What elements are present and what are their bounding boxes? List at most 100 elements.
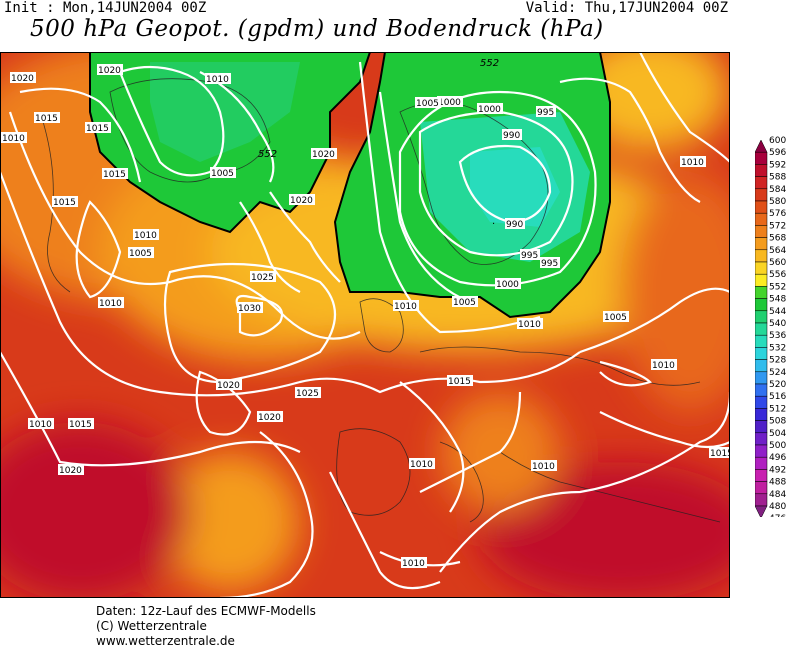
valid-time: Valid: Thu,17JUN2004 00Z [525, 0, 728, 16]
isobar-label: 1010 [206, 75, 229, 85]
isobar-label: 1010 [532, 462, 555, 472]
legend-label: 516 [769, 392, 786, 402]
isobars [0, 52, 730, 598]
init-time: Init : Mon,14JUN2004 00Z [4, 0, 207, 16]
legend-label: 584 [769, 185, 786, 195]
color-legend: 600 596 592 588 584 580 576 572 568 564 560 556 552 5… [755, 136, 786, 517]
legend-label: 528 [769, 356, 786, 366]
legend-swatch [755, 139, 768, 153]
isobar-label: 1015 [35, 114, 58, 124]
isobar-label: 1015 [53, 198, 76, 208]
isobar-label: 1015 [710, 449, 730, 459]
isobar-label-box [205, 73, 231, 84]
legend-swatch [755, 249, 768, 263]
legend-label: 580 [769, 197, 786, 207]
isobar-label: 1015 [86, 124, 109, 134]
legend-swatch [755, 334, 768, 348]
isobar-label: 1010 [402, 559, 425, 569]
footer-line-1: Daten: 12z-Lauf des ECMWF-Modells [96, 604, 316, 618]
isobar-label: 1020 [290, 196, 313, 206]
legend-swatch [755, 176, 768, 190]
isobar-label: 995 [537, 108, 554, 118]
isobar-label: 1005 [416, 99, 439, 109]
isobar-label-box [257, 411, 283, 422]
legend-swatch [755, 310, 768, 324]
isobar-label-box [250, 271, 276, 282]
isobar-label: 990 [503, 131, 520, 141]
legend-swatch [755, 395, 768, 409]
isobar-label-box [58, 464, 84, 475]
legend-label: 540 [769, 319, 786, 329]
isobar-label-box [520, 249, 540, 260]
isobar-label-box [447, 375, 473, 386]
legend-swatch [755, 298, 768, 312]
legend-label: 564 [769, 246, 786, 256]
legend-label: 600 [769, 136, 786, 146]
legend-label: 524 [769, 368, 786, 378]
legend-label: 588 [769, 173, 786, 183]
isobar-label: 1020 [312, 150, 335, 160]
isobar-label: 1030 [238, 304, 261, 314]
isobar-label-box [603, 311, 629, 322]
isobar-label: 1020 [11, 74, 34, 84]
legend-label: 512 [769, 404, 786, 414]
legend-swatch [755, 237, 768, 251]
isobar-label: 1010 [681, 158, 704, 168]
isobar-label: 1020 [217, 381, 240, 391]
legend-swatch [755, 212, 768, 226]
legend-label: 520 [769, 380, 786, 390]
legend-swatch [755, 444, 768, 458]
isobar-label-box [85, 122, 111, 133]
isobar-label-box [495, 278, 521, 289]
legend-swatch [755, 286, 768, 299]
isobar-label-box [68, 418, 94, 429]
legend-label: 568 [769, 234, 786, 244]
legend-label: 476 [769, 514, 786, 517]
isobar-label-box [517, 318, 543, 329]
legend-label: 504 [769, 429, 786, 439]
low-marker: · [492, 219, 495, 230]
legend-swatch [755, 432, 768, 446]
isobar-label: 1005 [453, 298, 476, 308]
isobar-label-box [536, 106, 556, 117]
legend-swatch [755, 188, 768, 202]
isobar-label-box [540, 257, 560, 268]
isobar-label-box [52, 196, 78, 207]
isobar-label: 1015 [103, 170, 126, 180]
legend-label: 552 [769, 282, 786, 292]
isobar-label-box [34, 112, 60, 123]
legend-swatch [755, 383, 768, 397]
chart-title: 500 hPa Geopot. (gpdm) und Bodendruck (h… [30, 16, 604, 42]
isobar-label-box [102, 168, 128, 179]
isobar-label-box [505, 218, 525, 229]
isobar-label-box [393, 300, 419, 311]
legend-swatch [755, 225, 768, 238]
isobar-label-box [1, 132, 27, 143]
isobar-label-box [311, 148, 337, 159]
isobar-label-box [531, 460, 557, 471]
isobar-label: 1010 [29, 420, 52, 430]
legend-swatch [755, 164, 768, 177]
isobar-label-box [502, 129, 522, 140]
isobar-label: 1005 [129, 249, 152, 259]
legend-swatch [755, 322, 768, 336]
legend-label: 596 [769, 148, 786, 158]
legend-label: 556 [769, 270, 786, 280]
legend-swatch [755, 408, 768, 421]
legend-label: 480 [769, 502, 786, 512]
legend-swatch [755, 347, 768, 360]
contour-552-label: 552 [258, 149, 277, 160]
isobar-label-box [128, 247, 154, 258]
isobar-label: 1000 [496, 280, 519, 290]
legend-swatch [755, 200, 768, 214]
isobar-label-box [210, 167, 236, 178]
isobar-label: 1005 [604, 313, 627, 323]
legend-label: 496 [769, 453, 786, 463]
isobar-label-box [133, 229, 159, 240]
isobar-label-box [437, 96, 463, 107]
isobar-label-box [415, 97, 441, 108]
isobar-label: 1020 [258, 413, 281, 423]
legend-swatch [755, 273, 768, 287]
legend-swatch [755, 371, 768, 385]
isobar-label-box [10, 72, 36, 83]
